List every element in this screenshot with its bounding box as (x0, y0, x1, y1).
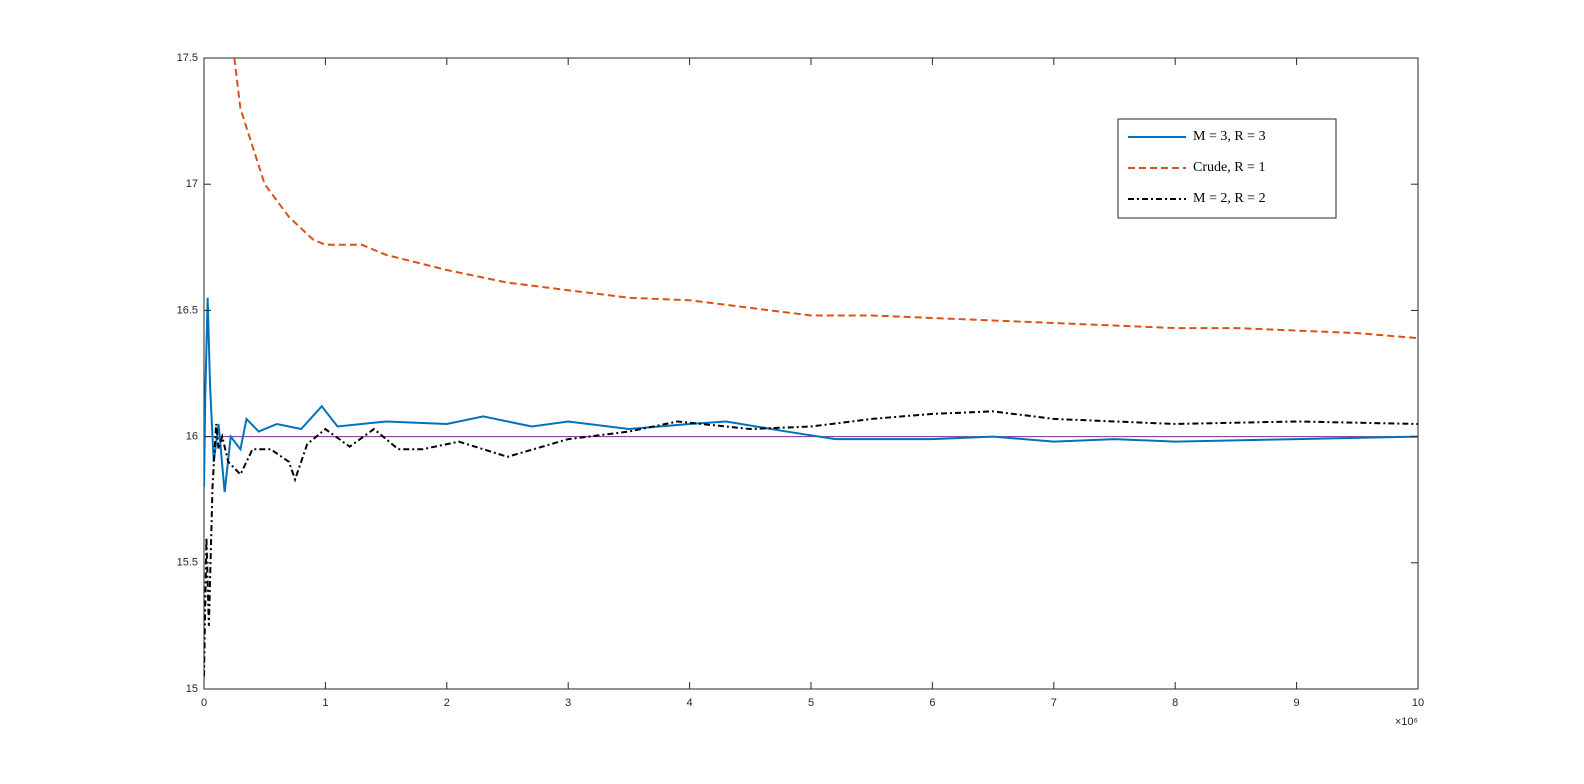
legend-label: M = 3, R = 3 (1193, 129, 1266, 144)
plot-lines (204, 58, 1418, 677)
y-tick-label: 17 (186, 178, 198, 190)
y-tick-label: 16 (186, 431, 198, 443)
series-line (204, 297, 1418, 493)
x-scale-label: ×10⁶ (1395, 716, 1418, 728)
series-line (233, 58, 1418, 340)
x-tick-label: 8 (1172, 697, 1178, 709)
x-tick-label: 2 (444, 697, 450, 709)
y-tick-label: 15 (186, 683, 198, 695)
x-tick-label: 3 (565, 697, 571, 709)
x-tick-label: 6 (929, 697, 935, 709)
y-tick-label: 17.5 (177, 52, 198, 64)
legend: M = 3, R = 3 Crude, R = 1 M = 2, R = 2 (1117, 118, 1337, 219)
x-tick-label: 0 (201, 697, 207, 709)
legend-label: M = 2, R = 2 (1193, 191, 1266, 206)
y-tick-label: 15.5 (177, 557, 198, 569)
x-tick-label: 1 (322, 697, 328, 709)
y-tick-label: 16.5 (177, 304, 198, 316)
x-tick-label: 7 (1051, 697, 1057, 709)
x-tick-label: 5 (808, 697, 814, 709)
x-tick-label: 9 (1294, 697, 1300, 709)
x-tick-label: 4 (687, 697, 693, 709)
x-tick-label: 10 (1412, 697, 1424, 709)
legend-label: Crude, R = 1 (1193, 160, 1265, 175)
